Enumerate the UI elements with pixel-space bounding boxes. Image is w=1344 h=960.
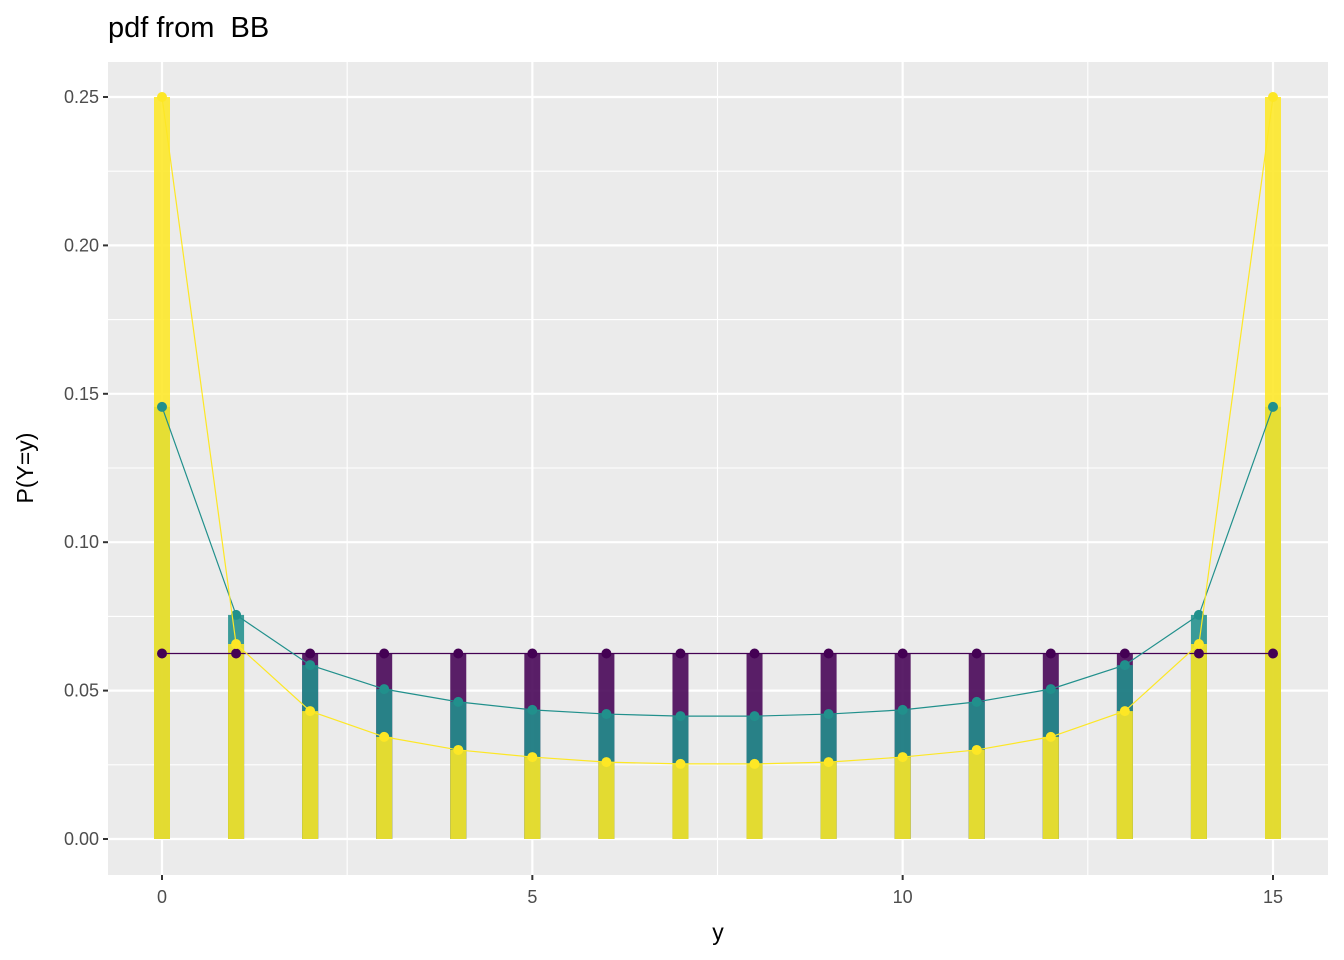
bar-series-2 [894, 757, 911, 839]
point-series-1 [157, 401, 167, 412]
point-series-2 [453, 744, 464, 755]
point-series-2 [1119, 706, 1130, 717]
point-series-0 [749, 648, 760, 659]
point-series-1 [601, 709, 612, 720]
point-series-2 [527, 752, 538, 763]
y-tick-label: 0.15 [64, 384, 99, 404]
y-tick-label: 0.05 [64, 681, 99, 701]
point-series-0 [1119, 648, 1130, 659]
point-series-0 [675, 648, 686, 659]
bar-series-2 [524, 757, 541, 839]
y-tick-label: 0.00 [64, 829, 99, 849]
bar-series-2 [154, 97, 170, 839]
point-series-2 [305, 706, 316, 717]
line-series-1 [161, 406, 1274, 717]
x-tick-label: 10 [893, 887, 913, 907]
point-series-1 [675, 711, 686, 722]
bar-series-2 [1042, 736, 1059, 839]
bar-series-2 [228, 644, 245, 839]
bar-series-2 [1190, 644, 1207, 839]
bar-series-2 [820, 762, 837, 839]
chart-title: pdf from BB [108, 12, 270, 44]
y-tick-label: 0.10 [64, 532, 99, 552]
point-series-0 [527, 648, 538, 659]
point-series-0 [1045, 648, 1056, 659]
point-series-1 [1045, 684, 1056, 695]
bar-series-2 [746, 763, 763, 839]
x-axis-label: y [712, 919, 724, 945]
point-series-2 [749, 758, 760, 769]
point-series-1 [527, 704, 538, 715]
bar-series-2 [1116, 711, 1133, 839]
x-tick-label: 0 [157, 887, 167, 907]
x-tick-label: 15 [1263, 887, 1283, 907]
bar-series-2 [598, 762, 615, 839]
bar-series-2 [376, 736, 393, 839]
point-series-1 [823, 709, 834, 720]
point-series-2 [971, 744, 982, 755]
point-series-2 [1045, 731, 1056, 742]
point-series-0 [1193, 648, 1204, 659]
line-series-2 [161, 96, 1274, 765]
point-series-2 [157, 92, 167, 102]
bar-series-2 [302, 711, 319, 839]
x-tick-label: 5 [527, 887, 537, 907]
point-series-0 [305, 648, 316, 659]
point-series-2 [231, 639, 242, 650]
point-series-1 [971, 696, 982, 707]
point-series-1 [1193, 609, 1204, 620]
point-series-2 [823, 757, 834, 768]
point-series-0 [823, 648, 834, 659]
point-series-0 [379, 648, 390, 659]
point-series-0 [453, 648, 464, 659]
bar-series-2 [672, 763, 689, 839]
point-series-2 [379, 731, 390, 742]
point-series-2 [675, 758, 686, 769]
bar-series-2 [1265, 97, 1281, 839]
point-series-2 [897, 752, 908, 763]
y-tick-label: 0.25 [64, 87, 99, 107]
point-series-0 [971, 648, 982, 659]
point-series-1 [453, 696, 464, 707]
point-series-2 [1268, 92, 1278, 102]
point-series-0 [231, 648, 242, 659]
point-series-0 [157, 648, 167, 659]
point-series-0 [601, 648, 612, 659]
point-series-1 [305, 660, 316, 671]
bar-series-2 [968, 749, 985, 839]
point-series-0 [897, 648, 908, 659]
y-tick-label: 0.20 [64, 235, 99, 255]
point-series-1 [379, 684, 390, 695]
point-series-1 [749, 711, 760, 722]
point-series-1 [897, 704, 908, 715]
point-series-1 [1268, 401, 1278, 412]
y-axis-label: P(Y=y) [12, 433, 38, 504]
bar-series-2 [450, 749, 467, 839]
point-series-0 [1268, 648, 1278, 659]
point-series-2 [601, 757, 612, 768]
point-series-1 [1119, 660, 1130, 671]
point-series-2 [1193, 639, 1204, 650]
point-series-1 [231, 609, 242, 620]
